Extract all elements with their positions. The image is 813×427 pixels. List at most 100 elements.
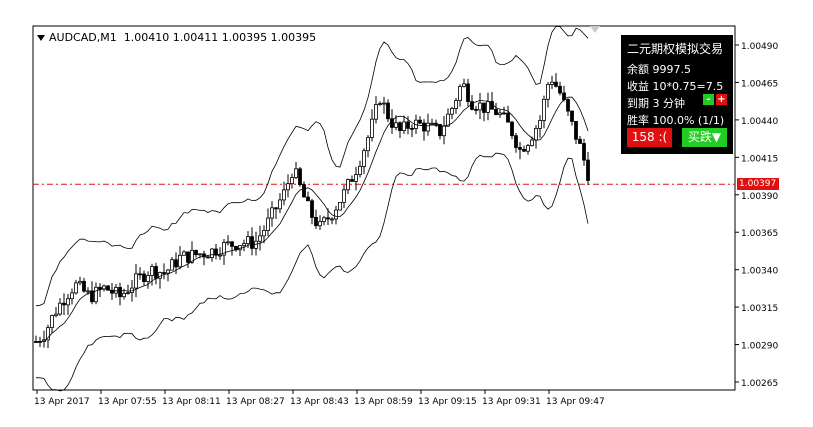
candle-body [502, 112, 506, 115]
bollinger-middle-band [35, 96, 589, 343]
candle-body [566, 99, 570, 112]
candle-body [82, 280, 86, 292]
candle-body [530, 139, 534, 146]
candle-body [154, 266, 158, 279]
candle-body [386, 102, 390, 120]
candle-body [402, 121, 406, 131]
candle-body [518, 147, 522, 150]
y-tick-label: 1.00465 [741, 79, 778, 89]
candle-body [398, 122, 402, 131]
candle-body [498, 112, 502, 115]
candle-body [334, 209, 338, 220]
chart-symbol-header: AUDCAD,M1 1.00410 1.00411 1.00395 1.0039… [37, 31, 316, 44]
candle-body [338, 201, 342, 211]
candle-body [90, 290, 94, 303]
candle-body [406, 121, 410, 129]
candle-body [70, 292, 74, 300]
candle-body [438, 124, 442, 137]
candle-body [230, 241, 234, 247]
y-tick-label: 1.00415 [741, 154, 778, 164]
candle-body [342, 189, 346, 203]
candle-body [550, 81, 554, 85]
candle-body [142, 273, 146, 282]
candle-body [170, 259, 174, 271]
candle-body [558, 85, 562, 94]
candle-body [214, 248, 218, 256]
candle-body [110, 289, 114, 294]
candle-body [146, 275, 150, 282]
y-tick-label: 1.00315 [741, 304, 778, 314]
candle-body [322, 217, 326, 223]
candle-body [410, 127, 414, 130]
candle-body [466, 83, 470, 103]
candle-body [174, 259, 178, 268]
winrate-text: 胜率 100.0% (1/1) [627, 114, 725, 127]
candle-body [482, 102, 486, 113]
buy-down-button[interactable]: 买跌▼ [682, 128, 727, 147]
decrease-expiry-button[interactable]: - [703, 94, 714, 105]
candle-body [346, 179, 350, 191]
candle-body [326, 217, 330, 220]
candle-body [478, 102, 482, 111]
candle-body [310, 200, 314, 218]
candle-body [150, 266, 154, 276]
dropdown-triangle-icon[interactable] [37, 35, 45, 41]
candle-body [526, 145, 530, 152]
candle-body [182, 251, 186, 256]
candle-body [74, 282, 78, 294]
profit-text: 收益 10*0.75=7.5 [627, 80, 724, 93]
x-tick-label: 13 Apr 09:47 [546, 397, 605, 407]
candle-body [454, 100, 458, 109]
x-tick-label: 13 Apr 08:11 [162, 397, 221, 407]
candle-body [546, 84, 550, 100]
candle-body [118, 287, 122, 298]
balance-text: 余额 9997.5 [627, 63, 691, 76]
bollinger-lower-band [35, 152, 589, 392]
candle-body [354, 174, 358, 182]
candle-body [474, 108, 478, 111]
symbol-label: AUDCAD,M1 [49, 31, 117, 44]
candle-body [262, 230, 266, 237]
candle-body [418, 119, 422, 124]
candle-body [290, 177, 294, 185]
candle-body [122, 292, 126, 298]
candle-body [246, 236, 250, 245]
x-tick-label: 13 Apr 07:55 [98, 397, 157, 407]
candle-body [206, 256, 210, 259]
candle-body [278, 199, 282, 210]
candle-body [218, 254, 222, 257]
y-tick-label: 1.00340 [741, 267, 778, 277]
candle-body [178, 254, 182, 268]
candle-body [522, 148, 526, 152]
candle-body [126, 292, 130, 294]
expiry-text: 到期 3 分钟 [627, 97, 685, 110]
candle-body [462, 83, 466, 87]
candle-body [578, 138, 582, 144]
candle-body [366, 137, 370, 152]
x-tick-label: 13 Apr 08:59 [354, 397, 413, 407]
candle-body [534, 127, 538, 141]
candle-body [294, 168, 298, 178]
candle-body [98, 286, 102, 290]
candle-body [442, 125, 446, 137]
candle-body [330, 218, 334, 221]
candle-body [538, 120, 542, 129]
buy-up-button[interactable]: 158 :( [627, 128, 672, 147]
candle-body [114, 287, 118, 294]
x-tick-label: 13 Apr 08:43 [290, 397, 349, 407]
y-tick-label: 1.00365 [741, 229, 778, 239]
increase-expiry-button[interactable]: + [716, 94, 727, 105]
candle-body [370, 118, 374, 138]
candle-body [306, 196, 310, 202]
plot-frame [32, 25, 736, 391]
x-tick-label: 13 Apr 09:31 [482, 397, 541, 407]
candle-body [314, 217, 318, 227]
panel-title: 二元期权模拟交易 [627, 42, 724, 56]
candle-body [394, 122, 398, 128]
candle-body [286, 183, 290, 191]
shift-marker-icon[interactable] [590, 26, 600, 33]
candle-body [226, 241, 230, 244]
candle-body [510, 121, 514, 137]
candle-body [54, 313, 58, 316]
